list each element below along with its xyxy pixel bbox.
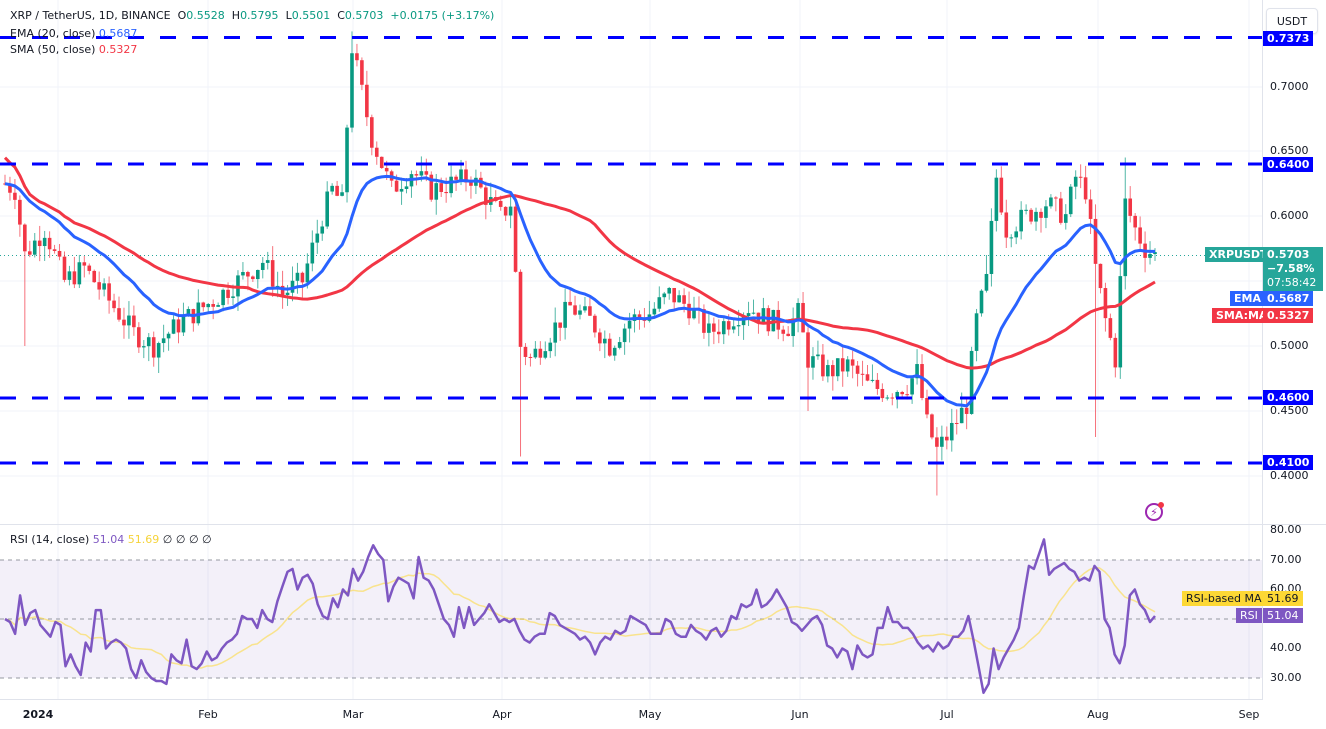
rsi-tick: 70.00 — [1270, 553, 1302, 566]
last-price-tag: 0.5703 −7.58% 07:58:42 — [1263, 247, 1323, 291]
price-tick: 0.4500 — [1270, 404, 1309, 417]
time-tick: Jul — [940, 708, 954, 721]
level-tag-0.7373: 0.7373 — [1263, 31, 1314, 46]
rsi-line — [4, 538, 1156, 695]
sma-line — [3, 156, 1156, 370]
rsi-tag-label: RSI — [1236, 608, 1262, 623]
rsi-extra-values: ∅ ∅ ∅ ∅ — [162, 533, 212, 546]
sma-tag-label: SMA:MA — [1212, 308, 1272, 323]
ema-tag-label: EMA — [1230, 291, 1265, 306]
price-tick: 0.6000 — [1270, 209, 1309, 222]
open-value: 0.5528 — [186, 9, 225, 22]
rsi-legend-value: 51.04 — [92, 533, 125, 546]
time-tick: Jun — [791, 708, 809, 721]
time-tick: Sep — [1238, 708, 1260, 721]
rsi-ma-tag-value: 51.69 — [1263, 591, 1303, 606]
symbol-legend[interactable]: XRP / TetherUS, 1D, BINANCE O0.5528 H0.5… — [10, 9, 495, 22]
flash-icon[interactable]: ⚡ — [1145, 502, 1164, 521]
high-value: 0.5795 — [240, 9, 279, 22]
time-tick: Feb — [198, 708, 218, 721]
rsi-legend[interactable]: RSI (14, close) 51.04 51.69 ∅ ∅ ∅ ∅ — [10, 533, 212, 546]
rsi-band-lines — [0, 559, 1262, 679]
ema-tag-value: 0.5687 — [1263, 291, 1314, 306]
price-tick: 0.7000 — [1270, 80, 1309, 93]
change-value: +0.0175 (+3.17%) — [390, 9, 495, 22]
time-tick: 2024 — [22, 708, 54, 721]
time-tick: Mar — [342, 708, 364, 721]
notification-dot — [1158, 502, 1164, 508]
time-tick: Aug — [1087, 708, 1109, 721]
time-tick: Apr — [492, 708, 512, 721]
horizontal-levels[interactable] — [0, 36, 1262, 465]
rsi-tick: 40.00 — [1270, 641, 1302, 654]
level-tag-0.4100: 0.4100 — [1263, 455, 1314, 470]
time-tick: May — [638, 708, 662, 721]
bar-countdown: 07:58:42 — [1267, 276, 1317, 289]
level-tag-0.4600: 0.4600 — [1263, 390, 1314, 405]
sma-tag-value: 0.5327 — [1263, 308, 1314, 323]
last-price: 0.5703 — [1267, 248, 1310, 261]
ema-line — [4, 174, 1155, 408]
rsi-tick: 30.00 — [1270, 671, 1302, 684]
rsi-tick: 80.00 — [1270, 523, 1302, 536]
close-value: 0.5703 — [344, 9, 384, 22]
price-tick: 0.4000 — [1270, 469, 1309, 482]
low-value: 0.5501 — [291, 9, 331, 22]
symbol-tag: XRPUSDT — [1205, 247, 1272, 262]
price-tick: 0.6500 — [1270, 144, 1309, 157]
grid-lines — [0, 0, 1262, 700]
level-tag-0.6400: 0.6400 — [1263, 157, 1314, 172]
candlestick-series — [3, 31, 1157, 496]
price-tick: 0.5000 — [1270, 339, 1309, 352]
rsi-tag-value: 51.04 — [1263, 608, 1303, 623]
rsi-ma-legend-value: 51.69 — [127, 533, 160, 546]
symbol-title: XRP / TetherUS, 1D, BINANCE — [10, 9, 171, 22]
sma-legend[interactable]: SMA (50, close) 0.5327 — [10, 43, 138, 56]
ema-legend[interactable]: EMA (20, close) 0.5687 — [10, 27, 138, 40]
ema-legend-value: 0.5687 — [98, 27, 138, 40]
sma-legend-value: 0.5327 — [98, 43, 138, 56]
last-change-pct: −7.58% — [1267, 262, 1315, 275]
rsi-ma-tag-label: RSI-based MA — [1182, 591, 1266, 606]
